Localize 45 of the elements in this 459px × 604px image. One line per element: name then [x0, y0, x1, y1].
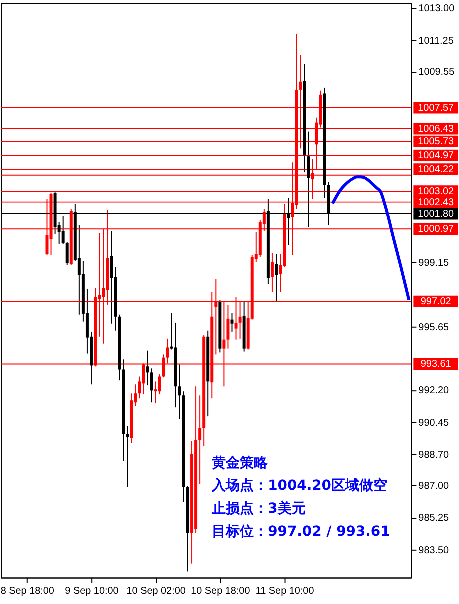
annotation: 黄金策略 — [211, 455, 270, 472]
y-tick-label: 995.65 — [418, 322, 450, 334]
ref-line-label: 1007.57 — [418, 102, 455, 114]
y-tick-label: 992.20 — [418, 386, 450, 397]
y-tick-label: 1013.00 — [418, 4, 456, 15]
y-tick-label: 988.70 — [418, 450, 450, 461]
ref-line-label: 993.61 — [420, 359, 452, 370]
candlestick — [274, 254, 278, 303]
x-tick-label: 9 Sep 10:00 — [65, 586, 120, 598]
y-tick-label: 983.50 — [418, 545, 450, 556]
candlestick — [146, 350, 150, 386]
ref-line-label: 1002.43 — [418, 197, 455, 208]
ref-line-label: 1004.22 — [418, 164, 455, 176]
annotation: 目标位：997.02 / 993.61 — [212, 524, 390, 540]
candlestick — [158, 374, 162, 396]
x-tick-label: 11 Sep 10:00 — [256, 586, 315, 598]
candlestick — [226, 304, 230, 350]
annotation: 入场点：1004.20区域做空 — [211, 477, 388, 494]
candlestick — [66, 242, 69, 266]
candlestick — [126, 426, 130, 488]
y-tick-label: 999.15 — [418, 258, 450, 270]
candlestick — [178, 364, 182, 420]
ref-line-label: 1001.80 — [418, 208, 455, 220]
ref-line-label: 1003.02 — [418, 186, 455, 198]
ref-line-label: 1006.43 — [418, 124, 455, 135]
y-tick-label: 990.45 — [418, 418, 450, 429]
candlestick — [150, 368, 154, 404]
candlestick — [62, 216, 65, 245]
annotation: 止损点：3美元 — [211, 500, 306, 518]
y-tick-label: 987.00 — [418, 481, 450, 492]
ref-line-label: 1005.73 — [418, 136, 455, 148]
line-series — [331, 176, 411, 302]
ref-line-label: 1004.97 — [418, 150, 455, 162]
ref-line-label: 1000.97 — [418, 224, 455, 236]
x-tick-label: 8 Sep 18:00 — [0, 586, 55, 598]
candlestick — [110, 230, 114, 324]
candlestick — [270, 252, 274, 293]
x-tick-label: 10 Sep 02:00 — [126, 586, 186, 598]
y-tick-label: 985.25 — [418, 513, 450, 524]
x-tick-label: 10 Sep 18:00 — [191, 586, 251, 598]
y-tick-label: 1009.55 — [418, 67, 456, 78]
ref-line-label: 997.02 — [420, 296, 452, 308]
candlestick — [230, 312, 234, 332]
candlestick — [198, 395, 202, 485]
y-tick-label: 1011.25 — [418, 36, 454, 47]
